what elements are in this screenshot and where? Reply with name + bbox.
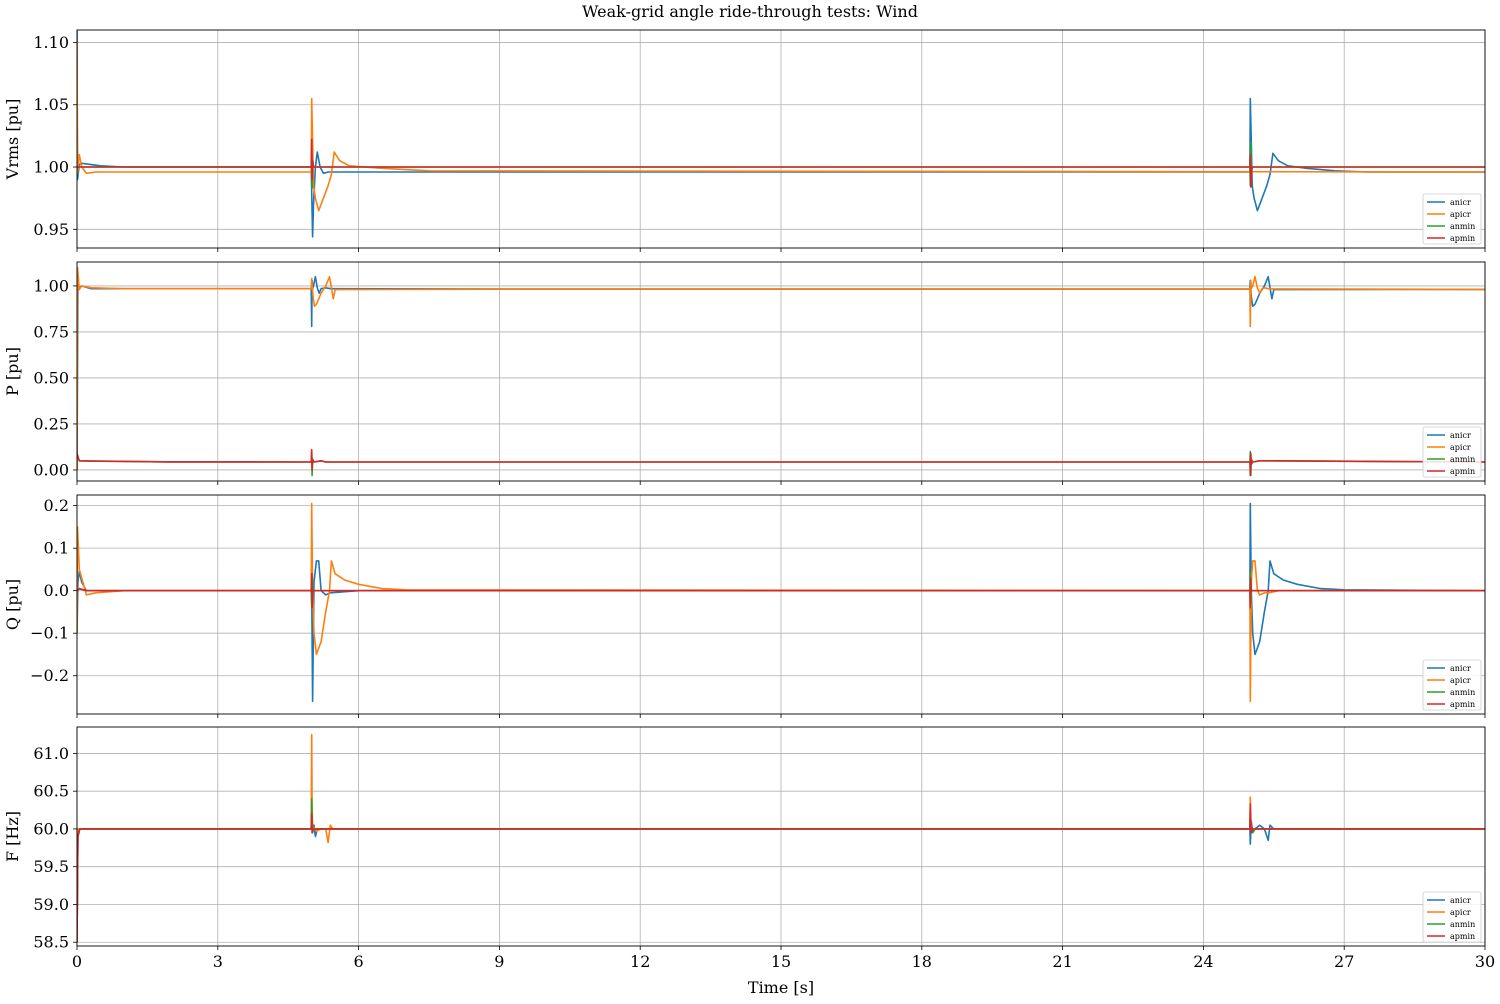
legend-label-anicr: anicr bbox=[1450, 431, 1471, 440]
y-tick-label: 0.1 bbox=[44, 539, 69, 558]
x-tick-label: 12 bbox=[630, 952, 650, 971]
legend-label-anicr: anicr bbox=[1450, 896, 1471, 905]
series-line-apmin bbox=[77, 138, 1485, 188]
x-tick-label: 0 bbox=[72, 952, 82, 971]
series-line-apmin bbox=[77, 572, 1485, 609]
y-axis-label: Q [pu] bbox=[3, 579, 22, 630]
legend: anicr apicr anmin apmin bbox=[1422, 426, 1482, 478]
axes-frame bbox=[76, 726, 1486, 947]
legend-label-anmin: anmin bbox=[1450, 920, 1475, 929]
legend-label-anmin: anmin bbox=[1450, 688, 1475, 697]
subplot-1: 0.95 1.00 1.05 1.10 Vrms [pu] anicr apicr anmin… bbox=[3, 29, 1486, 252]
x-tick-label: 15 bbox=[771, 952, 791, 971]
series-group bbox=[77, 30, 1485, 238]
y-tick-label: 1.05 bbox=[33, 95, 69, 114]
y-axis-label: P [pu] bbox=[3, 347, 22, 396]
x-tick-label: 27 bbox=[1334, 952, 1354, 971]
legend-label-anmin: anmin bbox=[1450, 455, 1475, 464]
x-tick-label: 30 bbox=[1475, 952, 1495, 971]
legend: anicr apicr anmin apmin bbox=[1422, 659, 1482, 711]
y-tick-label: −0.2 bbox=[30, 666, 69, 685]
legend-label-anicr: anicr bbox=[1450, 664, 1471, 673]
axes-frame bbox=[76, 494, 1486, 715]
y-tick-label: 0.95 bbox=[33, 220, 69, 239]
series-line-apicr bbox=[77, 42, 1485, 212]
series-line-apmin bbox=[77, 448, 1485, 477]
y-tick-label: 58.5 bbox=[33, 933, 69, 952]
legend-box bbox=[1422, 193, 1482, 245]
series-group bbox=[77, 266, 1485, 477]
series-group bbox=[77, 733, 1485, 943]
y-tick-label: 60.0 bbox=[33, 819, 69, 838]
legend: anicr apicr anmin apmin bbox=[1422, 193, 1482, 245]
legend-label-apicr: apicr bbox=[1450, 676, 1471, 685]
y-tick-label: 0.2 bbox=[44, 496, 69, 515]
y-tick-label: 0.25 bbox=[33, 414, 69, 433]
y-tick-label: 59.5 bbox=[33, 857, 69, 876]
y-tick-label: 0.0 bbox=[44, 581, 69, 600]
series-line-apicr bbox=[77, 266, 1485, 471]
legend-label-apmin: apmin bbox=[1450, 932, 1475, 941]
y-tick-label: −0.1 bbox=[30, 624, 69, 643]
x-tick-label: 18 bbox=[912, 952, 932, 971]
series-group bbox=[77, 502, 1485, 703]
subplot-2: 0.00 0.25 0.50 0.75 1.00 P [pu] anicr apicr anmi… bbox=[3, 261, 1486, 485]
x-axis-label: Time [s] bbox=[748, 978, 814, 997]
legend-label-apicr: apicr bbox=[1450, 443, 1471, 452]
x-tick-label: 21 bbox=[1052, 952, 1072, 971]
legend-label-apmin: apmin bbox=[1450, 234, 1475, 243]
axes-frame bbox=[76, 29, 1486, 249]
legend-label-apmin: apmin bbox=[1450, 700, 1475, 709]
subplot-3: −0.2 −0.1 0.0 0.1 0.2 Q [pu] anicr apicr anmin ap… bbox=[3, 494, 1486, 718]
y-tick-label: 0.50 bbox=[33, 368, 69, 387]
legend-box bbox=[1422, 891, 1482, 943]
y-tick-label: 0.00 bbox=[33, 460, 69, 479]
series-line-apmin bbox=[77, 803, 1485, 943]
y-tick-label: 1.10 bbox=[33, 33, 69, 52]
legend-label-apicr: apicr bbox=[1450, 210, 1471, 219]
legend-box bbox=[1422, 659, 1482, 711]
legend-label-apicr: apicr bbox=[1450, 908, 1471, 917]
legend-label-anmin: anmin bbox=[1450, 222, 1475, 231]
legend-box bbox=[1422, 426, 1482, 478]
x-tick-label: 9 bbox=[494, 952, 504, 971]
axes-frame bbox=[76, 261, 1486, 482]
legend-label-anicr: anicr bbox=[1450, 198, 1471, 207]
subplot-4: 58.5 59.0 59.5 60.0 60.5 61.0 F [Hz] 0 3 6 9 12 15 18… bbox=[3, 726, 1495, 997]
legend: anicr apicr anmin apmin bbox=[1422, 891, 1482, 943]
y-axis-label: Vrms [pu] bbox=[3, 99, 22, 181]
legend-label-apmin: apmin bbox=[1450, 467, 1475, 476]
x-tick-label: 3 bbox=[213, 952, 223, 971]
y-tick-label: 1.00 bbox=[33, 158, 69, 177]
y-tick-label: 1.00 bbox=[33, 276, 69, 295]
y-tick-label: 60.5 bbox=[33, 782, 69, 801]
y-tick-label: 0.75 bbox=[33, 322, 69, 341]
y-tick-label: 61.0 bbox=[33, 744, 69, 763]
figure-title: Weak-grid angle ride-through tests: Wind bbox=[582, 2, 918, 21]
x-tick-label: 6 bbox=[354, 952, 364, 971]
x-tick-label: 24 bbox=[1193, 952, 1213, 971]
y-axis-label: F [Hz] bbox=[3, 811, 22, 862]
y-tick-label: 59.0 bbox=[33, 895, 69, 914]
series-line-apicr bbox=[77, 502, 1485, 703]
